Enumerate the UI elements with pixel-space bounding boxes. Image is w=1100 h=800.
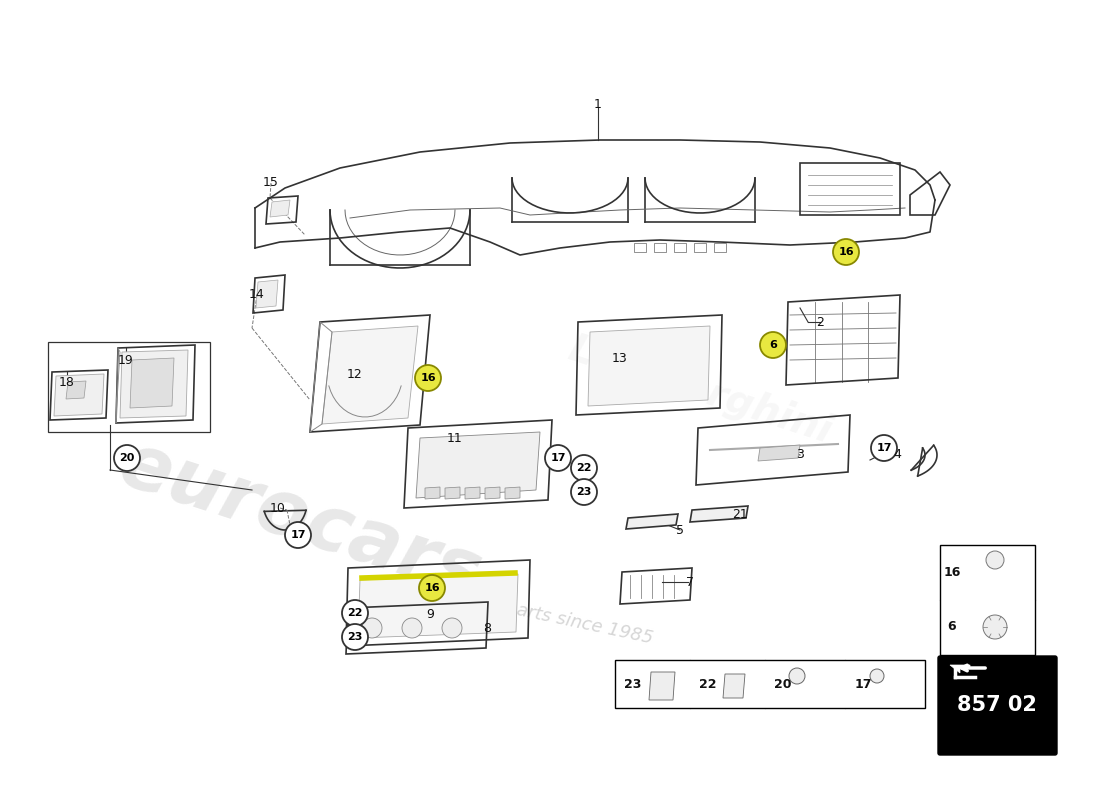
Polygon shape <box>615 660 925 708</box>
Polygon shape <box>66 381 86 399</box>
Circle shape <box>442 618 462 638</box>
Polygon shape <box>358 574 518 638</box>
Text: 19: 19 <box>118 354 134 366</box>
Text: 9: 9 <box>426 609 433 622</box>
Text: 4: 4 <box>893 449 901 462</box>
Text: eurocars: eurocars <box>110 426 491 614</box>
Polygon shape <box>465 487 480 499</box>
Polygon shape <box>425 487 440 499</box>
Circle shape <box>983 615 1006 639</box>
Text: 20: 20 <box>119 453 134 463</box>
Text: 11: 11 <box>447 431 463 445</box>
Text: 16: 16 <box>944 566 960 578</box>
Circle shape <box>871 435 896 461</box>
Text: 16: 16 <box>420 373 436 383</box>
Text: 23: 23 <box>625 678 641 690</box>
Polygon shape <box>322 326 418 424</box>
Polygon shape <box>588 326 710 406</box>
Text: 1: 1 <box>594 98 602 111</box>
Circle shape <box>870 669 884 683</box>
Polygon shape <box>723 674 745 698</box>
Circle shape <box>402 618 422 638</box>
Circle shape <box>362 618 382 638</box>
Text: 17: 17 <box>877 443 892 453</box>
Circle shape <box>760 332 786 358</box>
Text: 15: 15 <box>263 177 279 190</box>
Polygon shape <box>256 280 278 308</box>
Text: 10: 10 <box>271 502 286 514</box>
Text: 5: 5 <box>676 523 684 537</box>
Circle shape <box>285 522 311 548</box>
Text: Lamborghini: Lamborghini <box>563 330 837 450</box>
Polygon shape <box>626 514 678 529</box>
Circle shape <box>986 551 1004 569</box>
FancyBboxPatch shape <box>938 656 1057 755</box>
Polygon shape <box>120 350 188 418</box>
Text: 18: 18 <box>59 375 75 389</box>
Polygon shape <box>416 432 540 498</box>
Text: 16: 16 <box>838 247 854 257</box>
Text: 13: 13 <box>612 351 628 365</box>
Polygon shape <box>758 445 800 461</box>
Polygon shape <box>54 374 104 416</box>
Text: 8: 8 <box>483 622 491 634</box>
Polygon shape <box>446 487 460 499</box>
Circle shape <box>342 624 369 650</box>
Text: 12: 12 <box>348 369 363 382</box>
Polygon shape <box>950 665 984 673</box>
Text: 16: 16 <box>425 583 440 593</box>
Text: 14: 14 <box>249 289 265 302</box>
Polygon shape <box>940 545 1035 655</box>
Text: 22: 22 <box>576 463 592 473</box>
Polygon shape <box>649 672 675 700</box>
Text: 6: 6 <box>948 621 956 634</box>
Polygon shape <box>130 358 174 408</box>
Polygon shape <box>505 487 520 499</box>
Text: 7: 7 <box>686 575 694 589</box>
Text: a passion for parts since 1985: a passion for parts since 1985 <box>385 573 654 647</box>
Text: 857 02: 857 02 <box>957 695 1037 715</box>
Circle shape <box>419 575 446 601</box>
Circle shape <box>833 239 859 265</box>
Circle shape <box>114 445 140 471</box>
Circle shape <box>415 365 441 391</box>
Circle shape <box>342 600 369 626</box>
Circle shape <box>544 445 571 471</box>
Text: 23: 23 <box>576 487 592 497</box>
Text: 21: 21 <box>733 509 748 522</box>
Polygon shape <box>485 487 501 499</box>
Text: 6: 6 <box>769 340 777 350</box>
Text: 17: 17 <box>290 530 306 540</box>
Text: 20: 20 <box>774 678 792 690</box>
Text: 17: 17 <box>550 453 565 463</box>
Text: 22: 22 <box>348 608 363 618</box>
Text: 3: 3 <box>796 449 804 462</box>
Text: 22: 22 <box>700 678 717 690</box>
Text: 2: 2 <box>816 315 824 329</box>
Text: 23: 23 <box>348 632 363 642</box>
Polygon shape <box>270 200 290 217</box>
Circle shape <box>571 479 597 505</box>
Circle shape <box>789 668 805 684</box>
Polygon shape <box>690 506 748 522</box>
Circle shape <box>571 455 597 481</box>
Text: 17: 17 <box>855 678 871 690</box>
